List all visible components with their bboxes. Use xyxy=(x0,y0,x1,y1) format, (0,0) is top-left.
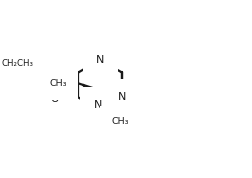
Text: N: N xyxy=(118,93,126,103)
Text: N: N xyxy=(118,93,126,103)
Text: N: N xyxy=(94,100,102,110)
Text: CH₂CH₃: CH₂CH₃ xyxy=(2,59,33,68)
Text: CH₃: CH₃ xyxy=(111,117,129,126)
Text: CH₃: CH₃ xyxy=(50,79,67,88)
Text: O: O xyxy=(50,94,59,104)
Text: O: O xyxy=(35,66,44,76)
Text: N: N xyxy=(96,55,104,65)
